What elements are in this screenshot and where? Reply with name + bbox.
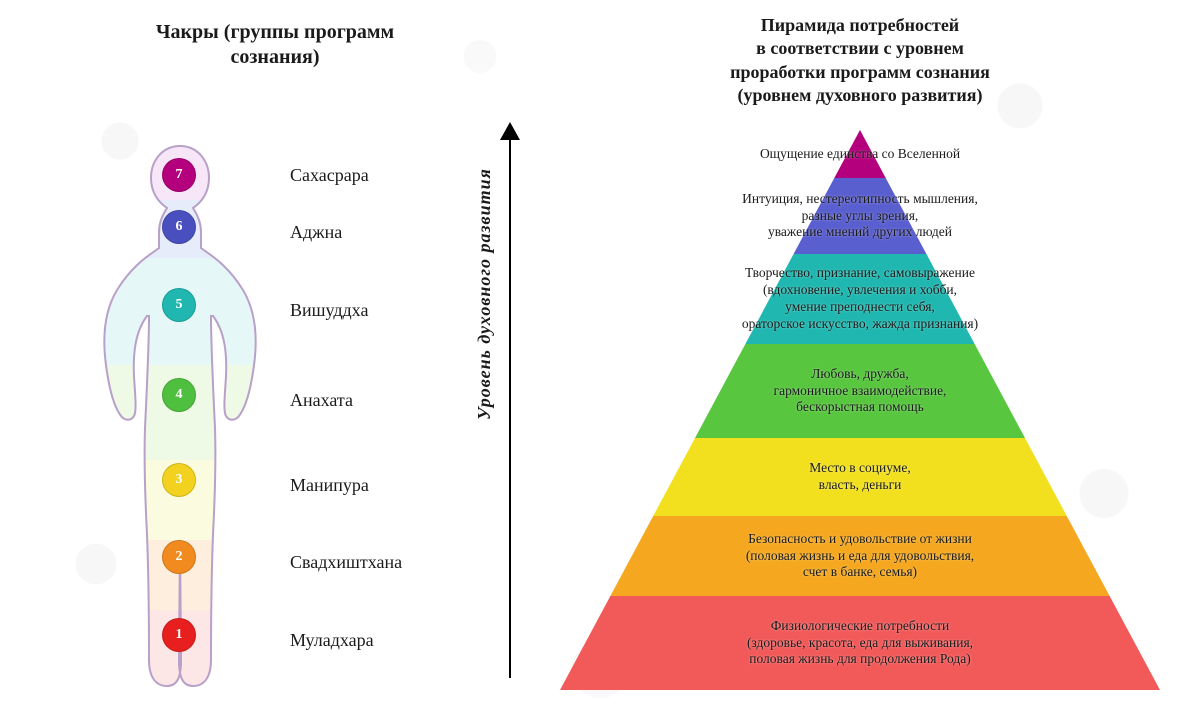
pyramid: Ощущение единства со Вселенной Интуиция, …	[560, 130, 1160, 690]
chakra-label-3: Манипура	[290, 475, 369, 496]
chakra-dot-2: 2	[162, 540, 196, 574]
pyramid-level-text-4: Любовь, дружба,гармоничное взаимодействи…	[768, 366, 953, 417]
chakra-dot-6: 6	[162, 210, 196, 244]
pyramid-level-text-7: Ощущение единства со Вселенной	[754, 146, 966, 163]
left-title: Чакры (группы программ сознания)	[110, 20, 440, 70]
chakra-label-4: Анахата	[290, 390, 353, 411]
pyramid-level-5: Творчество, признание, самовыражение(вдо…	[560, 254, 1160, 344]
chakra-dot-1: 1	[162, 618, 196, 652]
pyramid-level-4: Любовь, дружба,гармоничное взаимодействи…	[560, 344, 1160, 438]
chakra-label-6: Аджна	[290, 222, 342, 243]
chakra-label-7: Сахасрара	[290, 165, 369, 186]
stage: Чакры (группы программ сознания) Уровень…	[0, 0, 1200, 705]
chakra-label-2: Свадхиштхана	[290, 552, 402, 573]
chakra-dot-4: 4	[162, 378, 196, 412]
pyramid-level-text-3: Место в социуме,власть, деньги	[803, 460, 916, 494]
pyramid-level-text-2: Безопасность и удовольствие от жизни(пол…	[740, 531, 980, 582]
axis-arrow-head	[500, 122, 520, 140]
pyramid-level-text-1: Физиологические потребности(здоровье, кр…	[741, 618, 979, 669]
chakra-dot-5: 5	[162, 288, 196, 322]
pyramid-level-text-6: Интуиция, нестереотипность мышления,разн…	[736, 191, 984, 242]
axis-arrow: Уровень духовного развития	[480, 120, 540, 680]
chakra-dot-3: 3	[162, 463, 196, 497]
chakra-label-5: Вишуддха	[290, 300, 368, 321]
axis-arrow-caption: Уровень духовного развития	[474, 168, 495, 420]
chakra-label-1: Муладхара	[290, 630, 374, 651]
axis-arrow-line	[509, 138, 511, 678]
right-title: Пирамида потребностейв соответствии с ур…	[590, 14, 1130, 108]
pyramid-level-2: Безопасность и удовольствие от жизни(пол…	[560, 516, 1160, 596]
pyramid-level-3: Место в социуме,власть, деньги	[560, 438, 1160, 516]
pyramid-level-7: Ощущение единства со Вселенной	[560, 130, 1160, 178]
chakra-dot-7: 7	[162, 158, 196, 192]
pyramid-level-text-5: Творчество, признание, самовыражение(вдо…	[736, 265, 984, 333]
pyramid-level-1: Физиологические потребности(здоровье, кр…	[560, 596, 1160, 690]
pyramid-level-6: Интуиция, нестереотипность мышления,разн…	[560, 178, 1160, 254]
